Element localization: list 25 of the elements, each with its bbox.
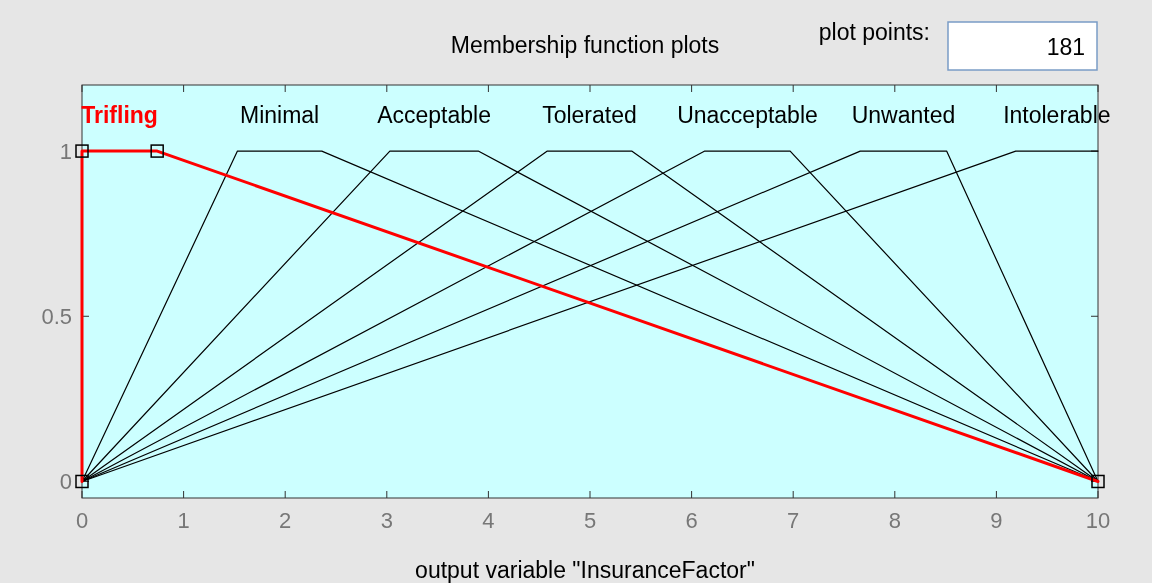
x-tick-label: 5 (583, 508, 597, 533)
x-tick-label: 2 (279, 508, 292, 533)
text-field: 181 (947, 21, 1098, 71)
x-axis-title: output variable "InsuranceFactor" (415, 557, 755, 583)
x-tick-label: 1 (177, 508, 190, 533)
y-tick-label: 0.5 (41, 304, 72, 330)
series-label: Minimal (239, 102, 320, 129)
x-tick-label: 10 (1085, 508, 1111, 533)
series-label: Acceptable (377, 102, 491, 129)
x-tick-label: 6 (685, 508, 698, 533)
y-tick-label: 0 (59, 469, 72, 495)
x-tick-label: 7 (787, 508, 800, 533)
x-tick-label: 8 (888, 508, 901, 533)
x-tick-label: 0 (75, 508, 89, 533)
series-label: Tolerated (542, 102, 637, 129)
x-tick-label: 9 (990, 508, 1003, 533)
text: plot points: (818, 19, 930, 45)
chart-title: Membership function plots (450, 32, 720, 58)
series-label: Trifling (81, 102, 158, 129)
series-label: Unacceptable (677, 102, 818, 129)
series-label: Intolerable (1003, 102, 1111, 129)
x-tick-label: 4 (482, 508, 495, 533)
y-tick-label: 1 (59, 139, 72, 165)
series-label: Unwanted (851, 102, 956, 129)
x-tick-label: 3 (380, 508, 393, 533)
